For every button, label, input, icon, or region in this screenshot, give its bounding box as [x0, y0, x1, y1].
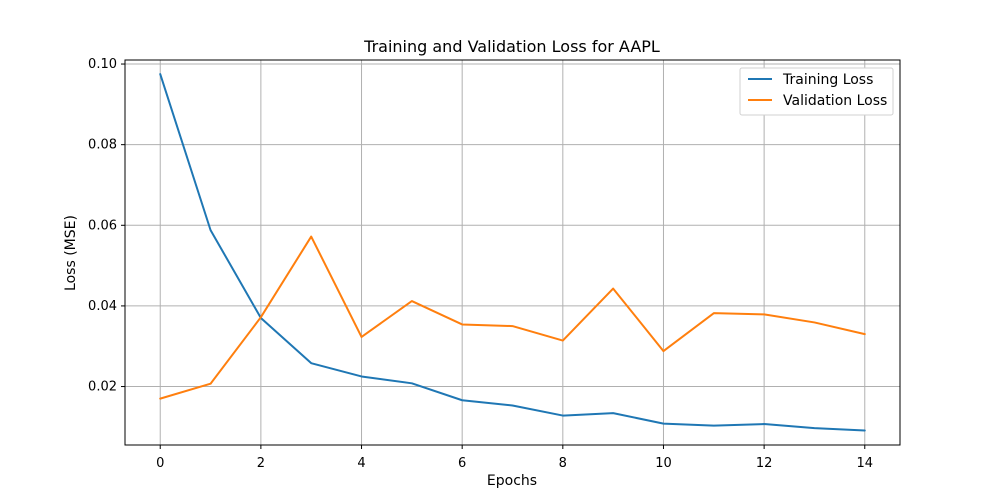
- chart-title: Training and Validation Loss for AAPL: [363, 37, 660, 56]
- x-tick-label-0: 0: [156, 456, 164, 471]
- y-tick-label-0.04: 0.04: [88, 299, 117, 314]
- y-tick-label-0.06: 0.06: [88, 218, 117, 233]
- x-tick-label-8: 8: [559, 456, 567, 471]
- y-tick-label-0.10: 0.10: [88, 57, 117, 72]
- x-tick-label-6: 6: [458, 456, 466, 471]
- legend-box: [739, 67, 894, 116]
- y-tick-label-0.02: 0.02: [88, 380, 117, 395]
- legend: Training Loss Validation Loss: [739, 67, 894, 116]
- plot-frame: [124, 59, 901, 446]
- x-axis-label: Epochs: [487, 473, 537, 489]
- x-tick-label-4: 4: [357, 456, 365, 471]
- x-tick-label-12: 12: [756, 456, 773, 471]
- y-tick-label-0.08: 0.08: [88, 138, 117, 153]
- legend-label-validation-loss: Validation Loss: [783, 93, 887, 109]
- x-tick-label-10: 10: [655, 456, 672, 471]
- y-axis-label: Loss (MSE): [63, 215, 79, 291]
- x-tick-label-2: 2: [257, 456, 265, 471]
- axes: 0 2 4 6 8 10 12 14 0.02 0.04 0.06 0.08 0.10: [88, 57, 901, 471]
- x-tick-label-14: 14: [856, 456, 873, 471]
- validation-loss-line: [159, 235, 866, 400]
- training-loss-line: [159, 73, 866, 432]
- series-lines: [159, 73, 866, 432]
- legend-label-training-loss: Training Loss: [782, 72, 873, 88]
- grid-lines: [125, 60, 900, 445]
